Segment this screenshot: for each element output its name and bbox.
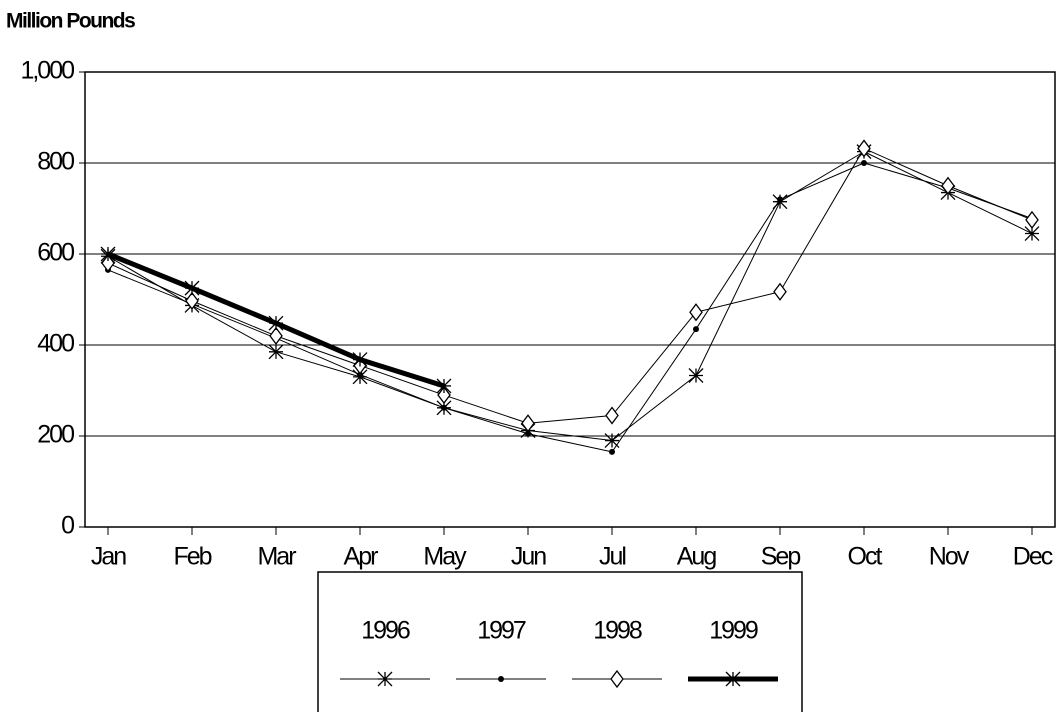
legend-label: 1999	[709, 617, 758, 645]
y-tick-label: 400	[37, 330, 74, 358]
marker	[1025, 210, 1039, 229]
legend-label: 1998	[593, 617, 642, 645]
x-tick-label: May	[423, 543, 467, 571]
marker	[100, 246, 116, 262]
marker	[352, 352, 368, 368]
marker	[357, 371, 363, 378]
x-tick-label: Feb	[173, 543, 211, 571]
x-tick-label: Mar	[257, 543, 296, 571]
y-tick-label: 1,000	[20, 57, 74, 85]
x-tick-label: Jun	[511, 543, 546, 571]
marker	[725, 671, 741, 687]
series-line	[107, 151, 1033, 442]
marker	[525, 430, 531, 437]
y-tick-label: 0	[61, 512, 74, 540]
marker	[441, 404, 447, 411]
marker	[101, 254, 115, 273]
legend-label: 1996	[361, 617, 410, 645]
marker	[437, 385, 451, 405]
x-tick-label: Apr	[344, 543, 379, 571]
y-axis-label: Million Pounds	[6, 10, 135, 33]
marker	[377, 671, 393, 687]
marker	[498, 676, 504, 682]
marker	[861, 160, 867, 166]
plot-frame	[84, 71, 1056, 528]
series-line	[107, 147, 1033, 424]
marker	[268, 315, 284, 331]
legend-label: 1997	[477, 617, 526, 645]
marker	[693, 326, 699, 333]
marker	[184, 280, 200, 296]
marker	[777, 196, 783, 203]
x-tick-label: Jan	[91, 543, 126, 571]
marker	[185, 291, 199, 310]
marker	[689, 303, 703, 322]
x-tick-label: Sep	[761, 543, 801, 571]
marker	[436, 378, 452, 394]
marker	[604, 433, 620, 449]
y-tick-label: 200	[37, 421, 74, 449]
marker	[857, 139, 871, 158]
legend-box	[317, 571, 803, 712]
marker	[521, 414, 535, 433]
x-tick-label: Oct	[848, 543, 883, 571]
series-line	[107, 162, 1033, 453]
marker	[269, 326, 283, 345]
marker	[773, 282, 787, 301]
marker	[609, 448, 615, 455]
marker	[941, 176, 955, 195]
x-tick-label: Jul	[599, 543, 625, 571]
y-tick-label: 600	[37, 239, 74, 267]
x-tick-label: Dec	[1013, 543, 1053, 571]
y-tick-label: 800	[37, 148, 74, 176]
x-tick-label: Nov	[929, 543, 970, 571]
marker	[1024, 226, 1040, 241]
marker	[605, 406, 619, 425]
marker	[268, 344, 284, 360]
marker	[610, 669, 624, 689]
x-tick-label: Aug	[677, 543, 717, 571]
marker	[688, 368, 704, 383]
